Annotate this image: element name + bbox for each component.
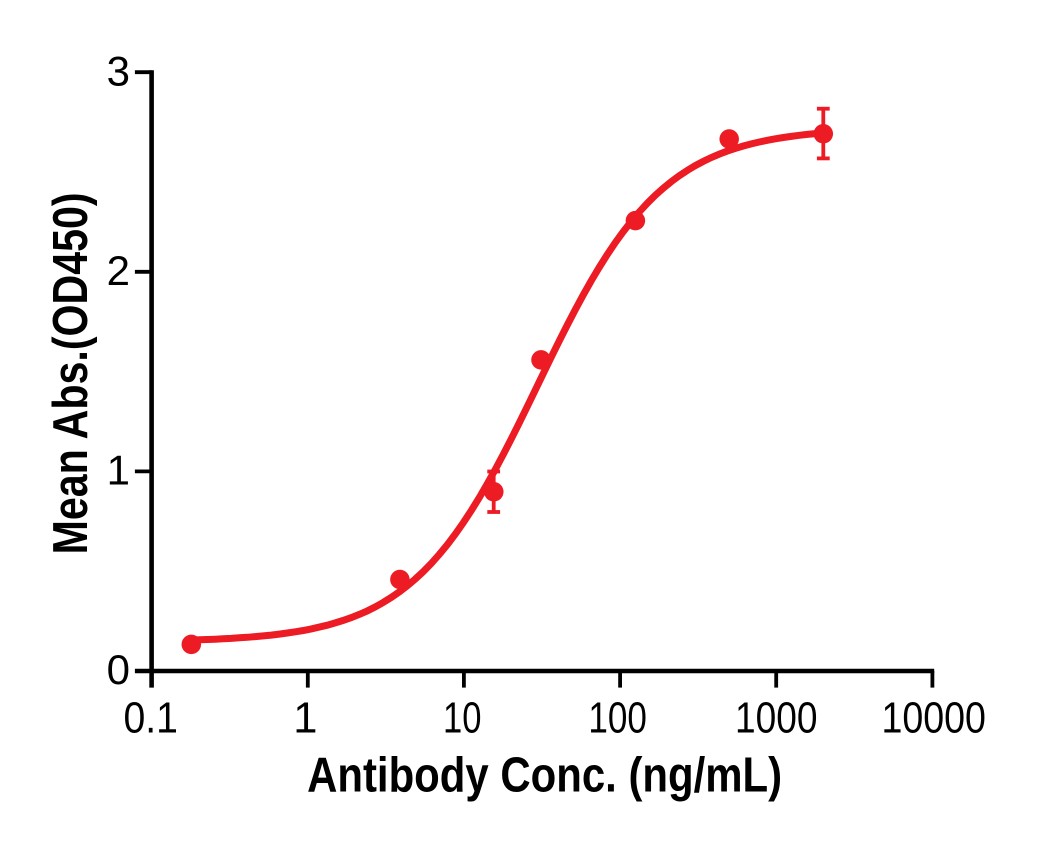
svg-text:2: 2 [107,247,130,294]
svg-text:Mean Abs.(OD450): Mean Abs.(OD450) [44,192,98,554]
svg-text:1: 1 [107,447,130,494]
svg-text:Antibody Conc. (ng/mL): Antibody Conc. (ng/mL) [307,749,782,803]
svg-text:0: 0 [107,646,130,693]
svg-text:10: 10 [443,694,482,742]
svg-text:0.1: 0.1 [123,694,178,742]
svg-text:1: 1 [293,694,317,742]
svg-text:100: 100 [588,694,647,742]
svg-text:10000: 10000 [881,694,986,742]
svg-text:1000: 1000 [735,694,818,742]
svg-text:3: 3 [107,47,130,94]
